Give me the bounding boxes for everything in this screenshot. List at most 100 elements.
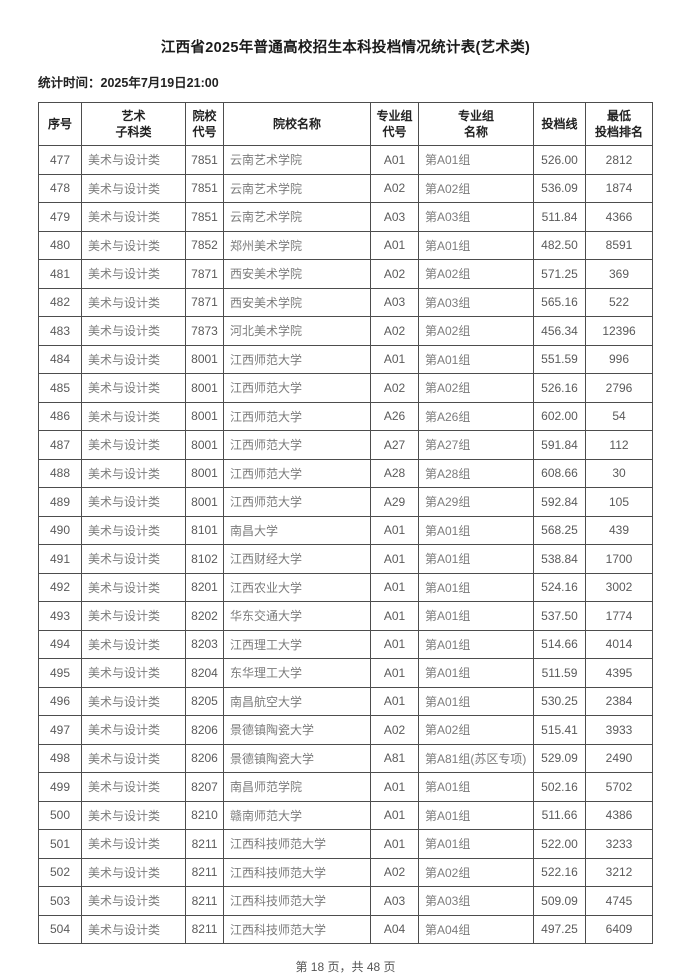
cell-college-name: 西安美术学院: [223, 287, 371, 317]
cell-score-line: 524.16: [533, 572, 586, 602]
cell-min-rank: 4745: [585, 886, 653, 916]
col-header-college-code: 院校 代号: [185, 102, 224, 146]
cell-art-subcategory: 美术与设计类: [81, 401, 186, 431]
cell-group-code: A01: [370, 145, 419, 175]
cell-group-name: 第A02组: [418, 857, 534, 887]
cell-group-name: 第A27组: [418, 430, 534, 460]
cell-seq: 479: [38, 202, 82, 232]
cell-seq: 478: [38, 173, 82, 203]
cell-college-code: 8207: [185, 772, 224, 802]
cell-art-subcategory: 美术与设计类: [81, 658, 186, 688]
cell-score-line: 526.00: [533, 145, 586, 175]
cell-group-code: A01: [370, 800, 419, 830]
cell-min-rank: 105: [585, 487, 653, 517]
cell-group-code: A01: [370, 515, 419, 545]
cell-college-name: 江西师范大学: [223, 458, 371, 488]
cell-score-line: 511.59: [533, 658, 586, 688]
cell-min-rank: 5702: [585, 772, 653, 802]
cell-seq: 477: [38, 145, 82, 175]
cell-college-code: 8102: [185, 544, 224, 574]
cell-college-name: 江西科技师范大学: [223, 914, 371, 944]
cell-art-subcategory: 美术与设计类: [81, 914, 186, 944]
cell-college-name: 东华理工大学: [223, 658, 371, 688]
cell-college-name: 南昌师范学院: [223, 772, 371, 802]
cell-score-line: 551.59: [533, 344, 586, 374]
cell-min-rank: 4014: [585, 629, 653, 659]
cell-score-line: 571.25: [533, 259, 586, 289]
table-row: 497 美术与设计类 8206 景德镇陶瓷大学 A02 第A02组 515.41…: [38, 715, 653, 745]
cell-min-rank: 3233: [585, 829, 653, 859]
cell-college-name: 江西师范大学: [223, 487, 371, 517]
col-header-college-name: 院校名称: [223, 102, 371, 146]
cell-college-code: 8001: [185, 430, 224, 460]
cell-group-name: 第A28组: [418, 458, 534, 488]
cell-college-code: 8211: [185, 829, 224, 859]
cell-art-subcategory: 美术与设计类: [81, 800, 186, 830]
page-title: 江西省2025年普通高校招生本科投档情况统计表(艺术类): [160, 40, 531, 56]
cell-college-code: 8211: [185, 914, 224, 944]
cell-group-name: 第A02组: [418, 316, 534, 346]
table-row: 492 美术与设计类 8201 江西农业大学 A01 第A01组 524.16 …: [38, 572, 653, 602]
cell-min-rank: 4366: [585, 202, 653, 232]
table-row: 482 美术与设计类 7871 西安美术学院 A03 第A03组 565.16 …: [38, 287, 653, 317]
cell-art-subcategory: 美术与设计类: [81, 715, 186, 745]
cell-art-subcategory: 美术与设计类: [81, 373, 186, 403]
col-header-art-subcategory: 艺术 子科类: [81, 102, 186, 146]
cell-group-code: A01: [370, 344, 419, 374]
cell-art-subcategory: 美术与设计类: [81, 287, 186, 317]
cell-art-subcategory: 美术与设计类: [81, 829, 186, 859]
cell-group-name: 第A01组: [418, 772, 534, 802]
table-row: 501 美术与设计类 8211 江西科技师范大学 A01 第A01组 522.0…: [38, 829, 653, 859]
table-row: 494 美术与设计类 8203 江西理工大学 A01 第A01组 514.66 …: [38, 629, 653, 659]
cell-score-line: 456.34: [533, 316, 586, 346]
cell-group-code: A03: [370, 287, 419, 317]
cell-seq: 481: [38, 259, 82, 289]
cell-college-name: 西安美术学院: [223, 259, 371, 289]
cell-college-name: 江西师范大学: [223, 373, 371, 403]
cell-group-code: A02: [370, 173, 419, 203]
table-row: 496 美术与设计类 8205 南昌航空大学 A01 第A01组 530.25 …: [38, 686, 653, 716]
cell-seq: 502: [38, 857, 82, 887]
cell-group-name: 第A01组: [418, 829, 534, 859]
cell-group-code: A02: [370, 259, 419, 289]
cell-group-code: A01: [370, 230, 419, 260]
cell-min-rank: 2796: [585, 373, 653, 403]
cell-score-line: 482.50: [533, 230, 586, 260]
table-row: 481 美术与设计类 7871 西安美术学院 A02 第A02组 571.25 …: [38, 259, 653, 289]
cell-college-code: 8001: [185, 373, 224, 403]
cell-min-rank: 3212: [585, 857, 653, 887]
cell-group-code: A29: [370, 487, 419, 517]
cell-college-name: 景德镇陶瓷大学: [223, 743, 371, 773]
cell-group-name: 第A01组: [418, 145, 534, 175]
table-body: 477 美术与设计类 7851 云南艺术学院 A01 第A01组 526.00 …: [38, 145, 653, 944]
stat-time-label: 统计时间：: [38, 76, 101, 90]
cell-art-subcategory: 美术与设计类: [81, 259, 186, 289]
cell-seq: 493: [38, 601, 82, 631]
cell-group-name: 第A01组: [418, 601, 534, 631]
cell-college-code: 7871: [185, 259, 224, 289]
table-row: 486 美术与设计类 8001 江西师范大学 A26 第A26组 602.00 …: [38, 401, 653, 431]
cell-min-rank: 2490: [585, 743, 653, 773]
cell-group-name: 第A01组: [418, 515, 534, 545]
cell-score-line: 591.84: [533, 430, 586, 460]
cell-group-code: A01: [370, 572, 419, 602]
cell-group-code: A01: [370, 772, 419, 802]
cell-score-line: 530.25: [533, 686, 586, 716]
cell-group-code: A01: [370, 629, 419, 659]
col-header-group-code: 专业组 代号: [370, 102, 419, 146]
cell-seq: 489: [38, 487, 82, 517]
cell-art-subcategory: 美术与设计类: [81, 173, 186, 203]
cell-college-code: 8001: [185, 487, 224, 517]
cell-college-name: 江西师范大学: [223, 401, 371, 431]
stat-time-value: 2025年7月19日21:00: [100, 76, 219, 90]
cell-college-name: 江西师范大学: [223, 430, 371, 460]
cell-score-line: 502.16: [533, 772, 586, 802]
cell-college-code: 8101: [185, 515, 224, 545]
table-row: 480 美术与设计类 7852 郑州美术学院 A01 第A01组 482.50 …: [38, 230, 653, 260]
cell-seq: 491: [38, 544, 82, 574]
cell-college-code: 8210: [185, 800, 224, 830]
cell-seq: 499: [38, 772, 82, 802]
cell-group-code: A02: [370, 316, 419, 346]
table-row: 484 美术与设计类 8001 江西师范大学 A01 第A01组 551.59 …: [38, 344, 653, 374]
